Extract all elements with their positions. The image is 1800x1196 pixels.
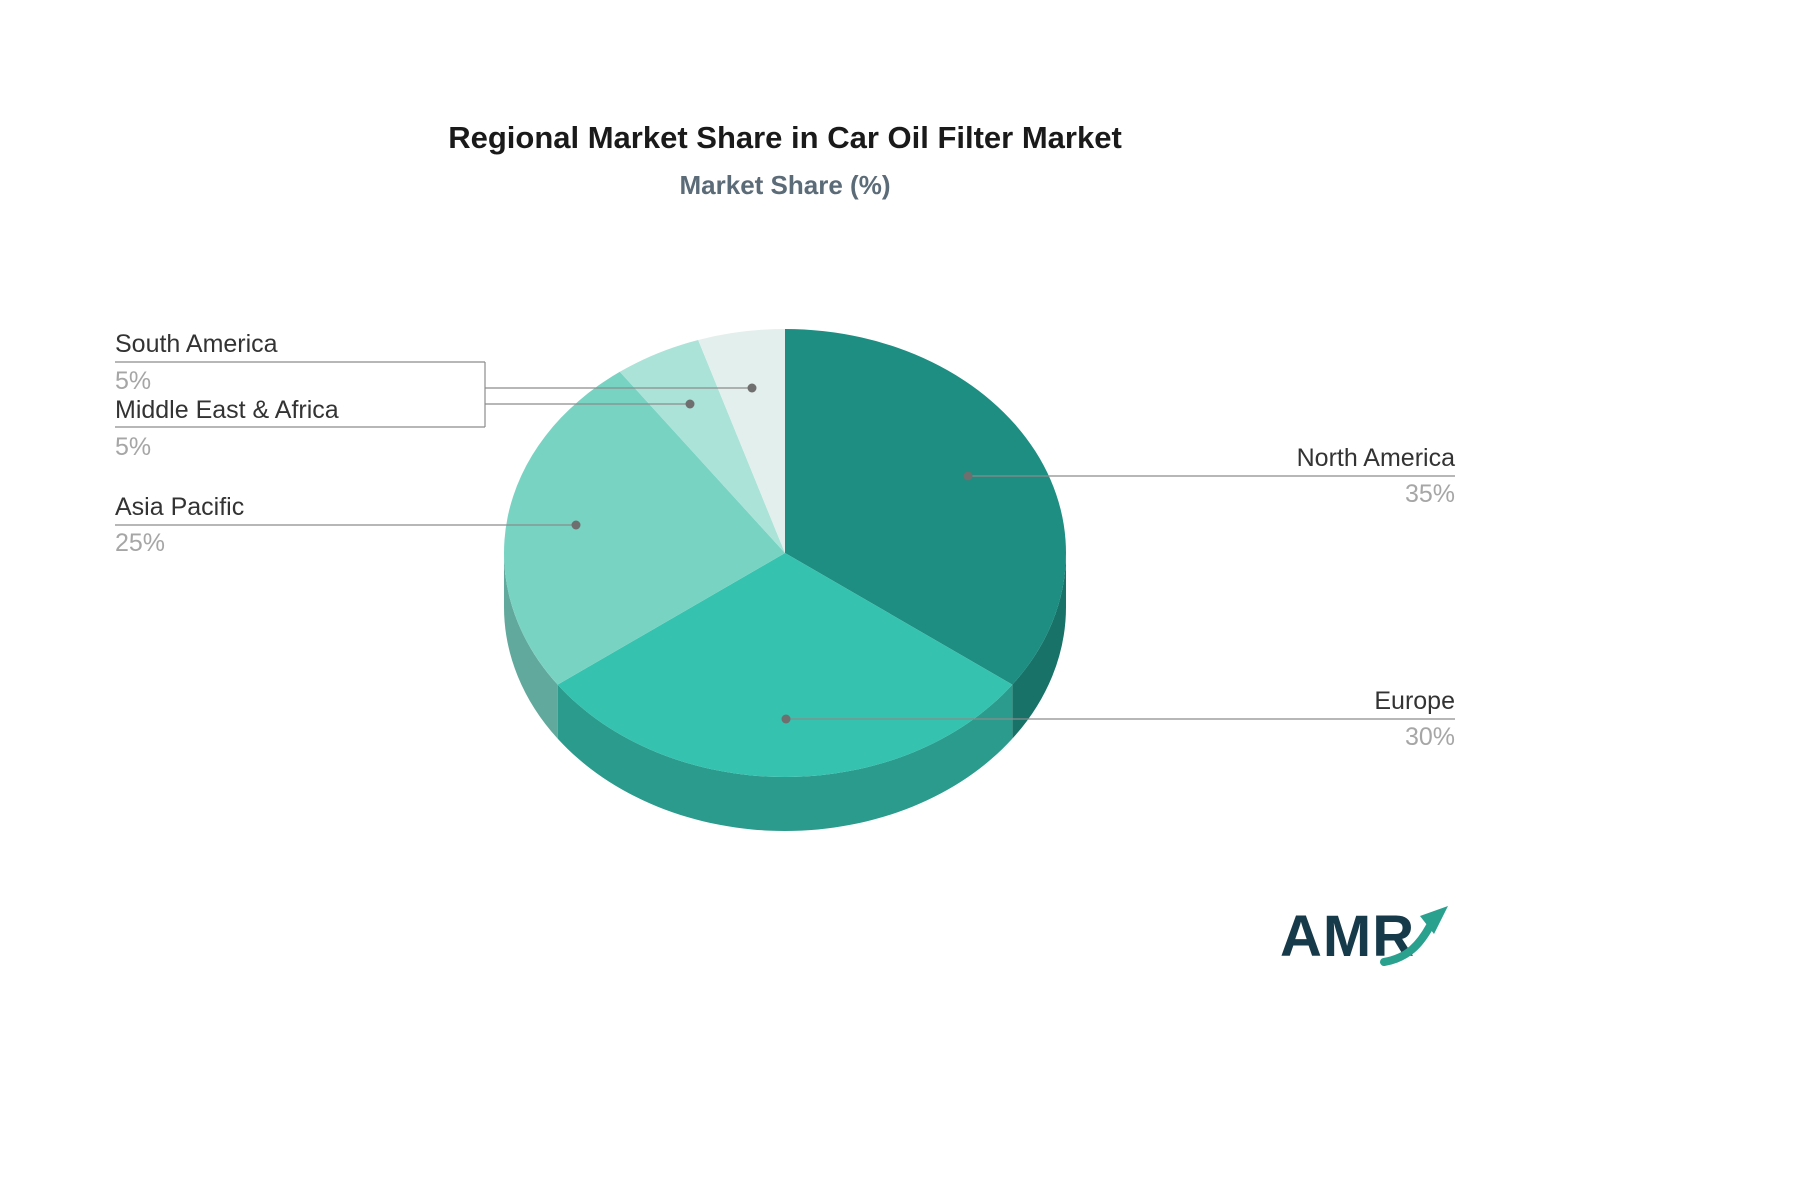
pie-slice-europe[interactable]: [557, 553, 1013, 777]
pie-label-asia-pacific: Asia Pacific: [115, 493, 244, 521]
pie-label-north-america: North America: [1297, 444, 1455, 472]
pie-slice-middle-east-africa[interactable]: [619, 339, 785, 553]
pie-slice-asia-pacific[interactable]: [504, 371, 785, 685]
chart-title: Regional Market Share in Car Oil Filter …: [448, 120, 1122, 155]
pie-value-asia-pacific: 25%: [115, 529, 165, 557]
pie-leader-dot-europe: [781, 714, 791, 724]
amr-logo-arrowhead-icon: [1420, 906, 1448, 934]
pie-slice-south-america[interactable]: [698, 329, 785, 553]
pie-leader-dot-asia-pacific: [571, 520, 581, 530]
pie-slice-wall-europe: [557, 684, 1013, 831]
pie-leader-dot-middle-east-africa: [685, 399, 695, 409]
amr-logo-arrow-icon: [1380, 922, 1434, 966]
amr-logo: AMR: [1280, 904, 1448, 969]
pie-slice-wall-north-america: [1012, 553, 1066, 739]
pie-label-south-america: South America: [115, 330, 278, 358]
pie-leader-dot-north-america: [963, 471, 973, 481]
pie-label-middle-east-africa: Middle East & Africa: [115, 396, 339, 424]
chart-subtitle: Market Share (%): [679, 170, 891, 200]
pie-value-south-america: 5%: [115, 367, 151, 395]
pie-label-europe: Europe: [1374, 687, 1455, 715]
pie-leader-dot-south-america: [747, 383, 757, 393]
pie-value-europe: 30%: [1405, 723, 1455, 751]
pie-slice-north-america[interactable]: [785, 329, 1066, 685]
pie-value-middle-east-africa: 5%: [115, 433, 151, 461]
pie-value-north-america: 35%: [1405, 480, 1455, 508]
pie-slice-wall-asia-pacific: [504, 553, 558, 739]
